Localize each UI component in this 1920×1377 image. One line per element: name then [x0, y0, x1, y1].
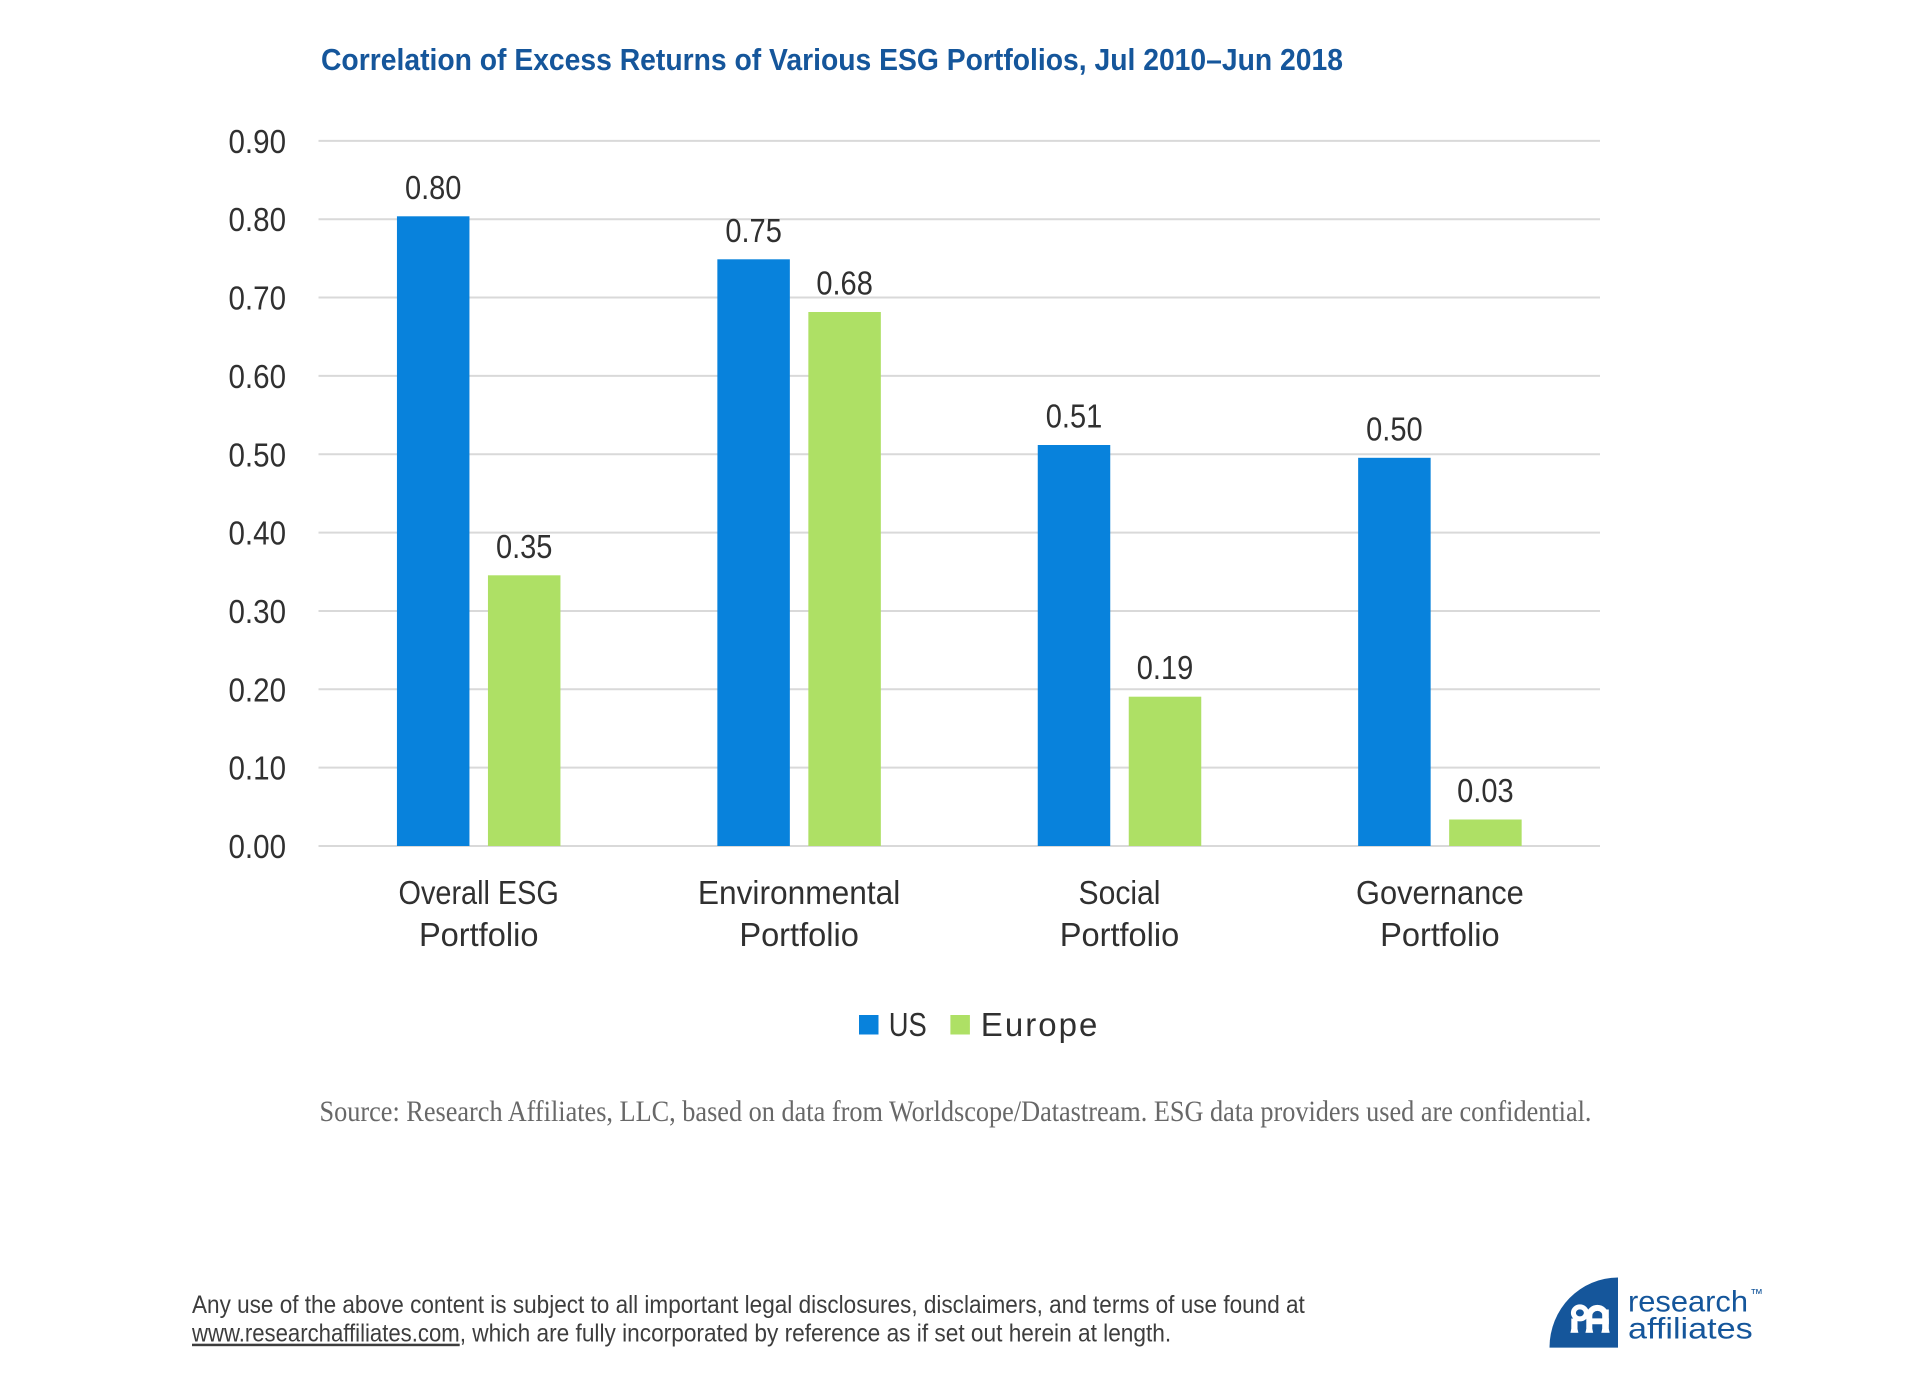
svg-text:0.35: 0.35 — [496, 528, 553, 565]
svg-text:0.50: 0.50 — [229, 436, 287, 473]
svg-text:0.75: 0.75 — [725, 212, 782, 249]
svg-text:0.00: 0.00 — [229, 828, 287, 865]
svg-text:Correlation of Excess Returns: Correlation of Excess Returns of Various… — [321, 42, 1343, 77]
svg-text:0.51: 0.51 — [1046, 398, 1103, 435]
svg-text:Any use of the above content i: Any use of the above content is subject … — [192, 1291, 1305, 1319]
svg-text:Portfolio: Portfolio — [419, 916, 539, 953]
svg-text:0.50: 0.50 — [1366, 410, 1423, 447]
svg-text:www.researchaffiliates.com, w: www.researchaffiliates.com, which are fu… — [191, 1320, 1171, 1348]
svg-text:US: US — [889, 1006, 927, 1043]
svg-text:0.30: 0.30 — [229, 593, 287, 630]
svg-text:0.70: 0.70 — [229, 280, 287, 317]
svg-text:0.80: 0.80 — [229, 201, 287, 238]
svg-text:0.90: 0.90 — [229, 123, 287, 160]
svg-text:0.80: 0.80 — [405, 169, 462, 206]
svg-text:0.10: 0.10 — [229, 750, 287, 787]
svg-text:research: research — [1628, 1286, 1748, 1319]
svg-text:™: ™ — [1750, 1286, 1763, 1301]
svg-text:Social: Social — [1079, 874, 1161, 911]
svg-text:0.20: 0.20 — [229, 671, 287, 708]
svg-text:Overall ESG: Overall ESG — [399, 874, 559, 911]
svg-text:0.19: 0.19 — [1137, 649, 1194, 686]
svg-text:Portfolio: Portfolio — [1380, 916, 1500, 953]
svg-text:Environmental: Environmental — [698, 874, 901, 911]
svg-text:Source: Research Affiliates, L: Source: Research Affiliates, LLC, based … — [320, 1095, 1592, 1128]
svg-text:Governance: Governance — [1356, 874, 1524, 911]
svg-text:affiliates: affiliates — [1628, 1312, 1753, 1345]
svg-text:Portfolio: Portfolio — [1060, 916, 1180, 953]
svg-text:0.60: 0.60 — [229, 358, 287, 395]
svg-text:0.03: 0.03 — [1457, 772, 1514, 809]
svg-text:Europe: Europe — [981, 1006, 1098, 1043]
svg-text:0.40: 0.40 — [229, 515, 287, 552]
svg-text:Portfolio: Portfolio — [739, 916, 859, 953]
svg-text:0.68: 0.68 — [816, 265, 873, 302]
